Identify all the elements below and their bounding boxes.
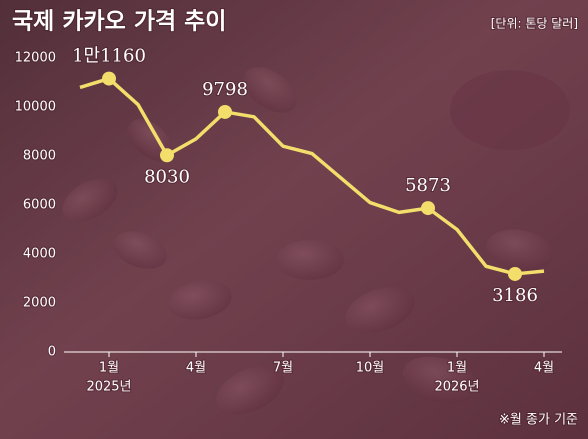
- y-tick-label: 8000: [23, 149, 56, 164]
- x-tick-label: 10월: [356, 361, 385, 376]
- y-tick-label: 4000: [23, 247, 56, 262]
- unit-label: [단위: 톤당 달러]: [491, 17, 578, 31]
- x-tick-label: 1월: [99, 361, 119, 376]
- value-label: 8030: [144, 166, 190, 187]
- value-label: 3186: [492, 285, 538, 306]
- x-tick-label: 1월: [447, 361, 467, 376]
- x-tick-label: 4월: [534, 361, 554, 376]
- bean-decoration: [62, 67, 570, 415]
- y-tick-label: 2000: [23, 296, 56, 311]
- point: [508, 266, 522, 281]
- footnote: ※월 종가 기준: [499, 413, 578, 428]
- value-label: 1만1160: [72, 46, 146, 67]
- x-tick-label: 4월: [186, 361, 206, 376]
- value-label: 9798: [202, 79, 248, 100]
- point: [102, 71, 116, 86]
- y-tick-label: 12000: [15, 51, 56, 66]
- x-tick-label: 7월: [273, 361, 293, 376]
- point: [421, 201, 435, 216]
- point: [160, 148, 174, 163]
- x-year-label: 2025년: [86, 380, 131, 395]
- x-year-label: 2026년: [434, 380, 479, 395]
- y-tick-label: 10000: [15, 100, 56, 115]
- line: [79, 76, 545, 276]
- value-label: 5873: [405, 175, 451, 196]
- y-tick-label: 0: [48, 345, 56, 360]
- y-tick-label: 6000: [23, 198, 56, 213]
- point: [218, 104, 232, 119]
- chart-title: 국제 카카오 가격 추이: [12, 9, 226, 35]
